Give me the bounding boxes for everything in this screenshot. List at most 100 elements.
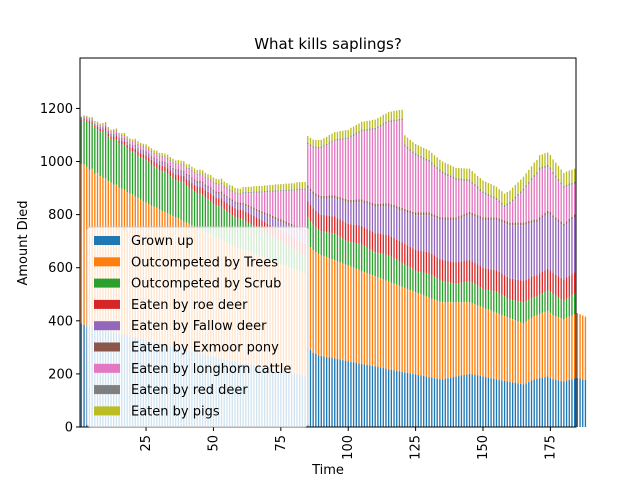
bar-segment	[269, 184, 271, 191]
bar-segment	[115, 138, 118, 185]
bar-segment	[511, 300, 514, 320]
bar-segment	[547, 164, 549, 168]
bar-segment	[533, 162, 535, 175]
bar-segment	[301, 181, 304, 189]
bar-segment	[568, 218, 570, 222]
bar-segment	[528, 181, 530, 184]
bar-segment	[493, 291, 495, 312]
bar-segment	[490, 378, 492, 427]
bar-segment	[514, 300, 517, 321]
bar-segment	[471, 282, 473, 304]
bar-segment	[382, 123, 384, 126]
bar-segment	[247, 193, 250, 206]
bar-segment	[258, 192, 260, 210]
bar-segment	[137, 151, 139, 156]
bar-segment	[312, 191, 314, 195]
bar-segment	[439, 171, 441, 217]
bar-segment	[309, 350, 312, 427]
bar-segment	[212, 195, 215, 204]
bar-segment	[331, 216, 333, 234]
bar-segment	[525, 221, 527, 225]
bar-segment	[80, 117, 83, 118]
bar-segment	[398, 206, 401, 210]
bar-segment	[401, 262, 403, 287]
bar-segment	[166, 154, 169, 158]
legend-label: Outcompeted by Scrub	[131, 277, 281, 292]
bar-segment	[517, 301, 519, 322]
bar-segment	[142, 146, 145, 147]
bar-segment	[525, 383, 527, 427]
bar-segment	[444, 172, 446, 175]
bar-segment	[363, 245, 366, 272]
bar-segment	[501, 314, 503, 381]
bar-segment	[339, 199, 341, 220]
bar-segment	[431, 164, 433, 214]
bar-segment	[350, 135, 352, 138]
bar-segment	[153, 157, 155, 159]
bar-segment	[436, 300, 438, 379]
bar-segment	[565, 223, 568, 278]
bar-segment	[538, 294, 541, 314]
bar-segment	[412, 211, 414, 215]
bar-segment	[175, 180, 177, 218]
bar-segment	[404, 211, 406, 244]
legend-swatch	[94, 257, 120, 267]
bar-segment	[409, 290, 411, 374]
bar-segment	[393, 110, 395, 120]
bar-segment	[307, 188, 309, 202]
bar-segment	[552, 294, 554, 315]
bar-segment	[342, 130, 344, 139]
bar-segment	[231, 199, 233, 202]
bar-segment	[412, 151, 414, 154]
bar-segment	[309, 247, 312, 351]
bar-segment	[363, 131, 366, 201]
bar-segment	[471, 303, 473, 375]
bar-segment	[204, 172, 207, 177]
bar-segment	[153, 153, 155, 158]
bar-segment	[463, 168, 465, 179]
bar-segment	[115, 131, 118, 134]
bar-segment	[471, 261, 473, 283]
bar-segment	[102, 124, 104, 126]
bar-segment	[352, 242, 355, 268]
bar-segment	[460, 215, 463, 218]
bar-segment	[390, 111, 393, 121]
bar-segment	[325, 198, 328, 216]
bar-segment	[94, 122, 96, 124]
bar-segment	[485, 194, 487, 218]
bar-segment	[428, 215, 430, 253]
bar-segment	[466, 213, 468, 216]
bar-segment	[196, 193, 198, 228]
bar-segment	[525, 224, 527, 280]
bar-segment	[166, 163, 169, 165]
bar-segment	[476, 215, 479, 218]
bar-segment	[86, 120, 88, 122]
bar-segment	[420, 250, 422, 272]
bar-segment	[460, 217, 463, 262]
bar-segment	[439, 169, 441, 172]
bar-segment	[293, 225, 295, 228]
bar-segment	[315, 140, 317, 147]
bar-segment	[414, 215, 417, 250]
bar-segment	[107, 128, 109, 130]
bar-segment	[277, 190, 279, 192]
bar-segment	[129, 150, 131, 194]
bar-segment	[344, 137, 347, 140]
bar-segment	[538, 155, 541, 168]
bar-segment	[180, 164, 182, 171]
legend-swatch	[94, 321, 120, 331]
bar-segment	[88, 121, 91, 124]
bar-segment	[223, 196, 225, 202]
bar-segment	[549, 169, 552, 212]
bar-segment	[520, 280, 522, 302]
bar-segment	[320, 139, 322, 147]
bar-segment	[312, 194, 314, 209]
bar-segment	[487, 183, 490, 194]
bar-segment	[555, 316, 557, 380]
bar-segment	[377, 128, 379, 204]
bar-segment	[121, 135, 123, 138]
bar-segment	[406, 137, 409, 147]
bar-segment	[161, 156, 163, 162]
bar-segment	[261, 220, 263, 231]
bar-segment	[282, 184, 285, 190]
